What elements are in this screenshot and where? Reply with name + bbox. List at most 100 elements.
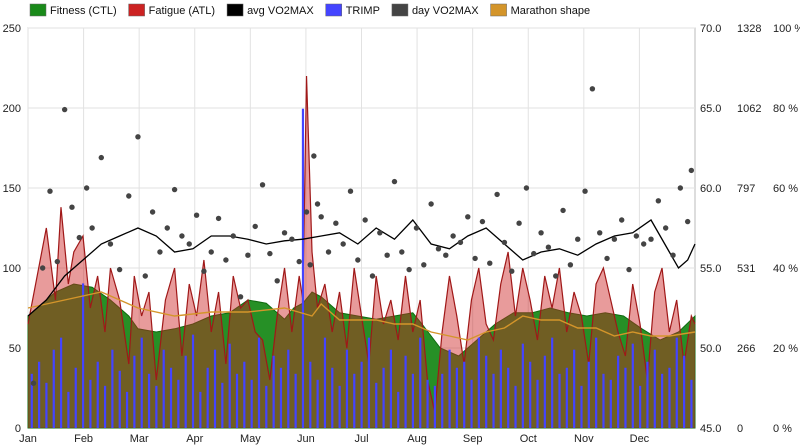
day-vo2max-point xyxy=(391,178,398,185)
trimp-axis-tick-label: 1328 xyxy=(737,23,761,35)
day-vo2max-point xyxy=(619,217,625,223)
fatigue-series xyxy=(27,75,696,428)
day-vo2max-point xyxy=(107,241,114,247)
percent-axis-tick-label: 80 % xyxy=(773,103,798,115)
day-vo2max-point xyxy=(604,255,610,262)
day-vo2max-point xyxy=(314,201,321,207)
trimp-bar xyxy=(433,385,436,428)
x-axis-tick-label: Jul xyxy=(354,433,368,445)
day-vo2max-point xyxy=(575,236,581,242)
trimp-bar xyxy=(140,337,143,428)
x-axis-tick-label: Apr xyxy=(186,433,203,445)
x-axis-tick-label: Feb xyxy=(74,433,93,445)
fitness-area xyxy=(27,283,696,429)
day-vo2max-point xyxy=(501,239,508,246)
day-vo2max-point xyxy=(116,266,123,273)
day-vo2max-point xyxy=(479,218,486,225)
trimp-bar xyxy=(587,361,590,428)
day-vo2max-point xyxy=(640,241,647,247)
day-vo2max-point xyxy=(457,239,464,246)
day-vo2max-point xyxy=(201,268,207,274)
legend-swatch xyxy=(391,3,409,17)
x-axis-tick-label: Sep xyxy=(463,433,483,445)
x-axis-tick-label: Aug xyxy=(407,433,427,445)
trimp-bar xyxy=(89,379,92,428)
trimp-bar xyxy=(507,367,510,428)
day-vo2max-point xyxy=(655,198,662,204)
trimp-axis-tick-label: 0 xyxy=(737,423,743,435)
left-axis-tick-label: 150 xyxy=(3,183,21,195)
trimp-bar xyxy=(169,367,173,428)
left-axis-tick-label: 250 xyxy=(3,23,21,35)
trimp-bar xyxy=(470,379,473,428)
day-vo2max-point xyxy=(340,241,346,247)
chart-legend[interactable]: Fitness (CTL) Fatigue (ATL) avg VO2MAX TRIM… xyxy=(20,0,590,20)
day-vo2max-point xyxy=(545,244,552,250)
trimp-bar xyxy=(309,361,312,428)
trimp-bar xyxy=(323,337,327,428)
trimp-bar xyxy=(624,367,627,428)
day-vo2max-point xyxy=(377,230,383,236)
day-vo2max-point xyxy=(318,214,324,220)
trimp-bar xyxy=(617,355,620,428)
trimp-bar xyxy=(235,373,239,428)
day-vo2max-point xyxy=(589,86,596,92)
trimp-bar xyxy=(675,337,678,428)
x-axis-tick-label: Nov xyxy=(574,433,594,445)
trimp-bar xyxy=(59,337,63,428)
day-vo2max-point xyxy=(472,255,478,262)
legend-label: Fitness (CTL) xyxy=(50,5,117,17)
trimp-bar xyxy=(690,379,693,428)
vo2-axis-tick-label: 50.0 xyxy=(700,343,721,355)
vo2-axis-tick-label: 70.0 xyxy=(700,23,721,35)
day-vo2max-point xyxy=(333,220,339,226)
day-vo2max-point xyxy=(523,185,530,191)
day-vo2max-point xyxy=(626,266,632,273)
day-vo2max-point xyxy=(307,262,313,268)
trimp-bar xyxy=(683,355,686,428)
day-vo2max-point xyxy=(516,220,522,226)
trimp-bar xyxy=(30,373,33,428)
trimp-bar xyxy=(191,334,195,428)
day-vo2max-point xyxy=(69,204,75,210)
percent-axis-tick-label: 0 % xyxy=(773,423,792,435)
trimp-series xyxy=(30,108,693,428)
day-vo2max-point xyxy=(164,225,170,231)
day-vo2max-point xyxy=(39,265,46,271)
trimp-bar xyxy=(595,337,598,428)
legend-swatch xyxy=(226,3,244,17)
trimp-axis-tick-label: 266 xyxy=(737,343,755,355)
left-axis-tick-label: 100 xyxy=(3,263,21,275)
day-vo2max-point xyxy=(193,212,200,218)
trimp-bar xyxy=(353,373,356,428)
trimp-bar xyxy=(441,373,444,428)
trimp-bar xyxy=(147,373,151,428)
legend-swatch xyxy=(325,3,342,17)
trimp-bar xyxy=(221,382,224,428)
day-vo2max-point xyxy=(30,380,37,386)
day-vo2max-point xyxy=(325,249,332,255)
trimp-bar xyxy=(367,337,371,428)
day-vo2max-point xyxy=(384,252,390,258)
day-vo2max-point xyxy=(267,250,273,257)
trimp-bar xyxy=(609,379,612,428)
day-vo2max-point xyxy=(688,167,695,174)
trimp-bar xyxy=(287,349,290,428)
day-vo2max-point xyxy=(421,262,427,268)
trimp-bar xyxy=(477,337,480,428)
day-vo2max-point xyxy=(648,236,654,242)
day-vo2max-point xyxy=(237,294,244,300)
trimp-bar xyxy=(521,343,524,428)
legend-swatch xyxy=(128,3,145,17)
trimp-bar xyxy=(96,361,99,428)
day-vo2max-point xyxy=(670,252,676,258)
day-vo2max-point xyxy=(98,154,104,161)
trimp-bar xyxy=(404,355,407,428)
trimp-bar xyxy=(52,349,55,428)
trimp-bar xyxy=(426,379,429,428)
legend-background xyxy=(20,0,548,20)
day-vo2max-point xyxy=(509,268,515,274)
legend-label: Fatigue (ATL) xyxy=(149,5,215,17)
day-vo2max-point xyxy=(406,266,412,273)
